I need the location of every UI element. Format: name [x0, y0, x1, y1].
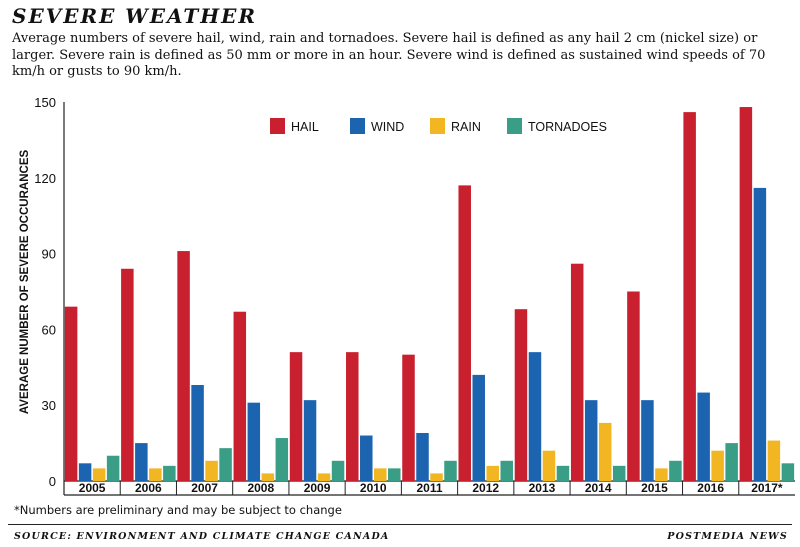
bar-rain-2012 [486, 465, 499, 481]
bar-tornadoes-2014 [612, 465, 626, 481]
x-tick-label: 2012 [472, 481, 499, 495]
y-tick-label: 90 [42, 247, 56, 262]
bar-tornadoes-2006 [163, 465, 176, 481]
y-axis-label-group: AVERAGE NUMBER OF SEVERE OCCURANCES [19, 150, 31, 415]
bar-wind-2011 [416, 432, 429, 481]
bar-chart: AVERAGE NUMBER OF SEVERE OCCURANCES 0 30 6… [19, 95, 795, 496]
bar-tornadoes-2007 [219, 448, 232, 481]
bar-wind-2016 [697, 392, 710, 481]
x-tick-label: 2009 [304, 481, 331, 495]
bar-rain-2007 [205, 460, 218, 481]
bar-wind-2013 [528, 352, 542, 481]
chart-title: SEVERE WEATHER [12, 4, 258, 28]
source-credit: SOURCE: ENVIRONMENT AND CLIMATE CHANGE C… [14, 531, 390, 542]
bar-wind-2009 [303, 400, 317, 481]
bar-hail-2005 [64, 306, 78, 481]
bar-hail-2008 [233, 311, 247, 481]
bar-wind-2015 [641, 400, 654, 481]
legend-label-wind: WIND [371, 120, 404, 134]
y-axis-label: AVERAGE NUMBER OF SEVERE OCCURANCES [19, 150, 31, 415]
x-tick-label: 2007 [191, 481, 218, 495]
legend-label-rain: RAIN [451, 120, 481, 134]
bar-wind-2014 [584, 400, 598, 481]
x-tick-label: 2017* [751, 481, 783, 495]
bar-hail-2017 [739, 107, 753, 482]
legend-swatch-wind [350, 118, 365, 134]
legend-swatch-tornadoes [507, 118, 522, 134]
bar-tornadoes-2009 [331, 460, 345, 481]
bar-wind-2017 [753, 187, 767, 481]
x-tick-label: 2008 [247, 481, 274, 495]
x-axis-ticks: 2005 2006 2007 2008 2009 2010 2011 2012 2013 2014… [79, 481, 783, 495]
bar-hail-2010 [346, 352, 359, 481]
bar-hail-2015 [627, 291, 640, 481]
chart-subtitle: Average numbers of severe hail, wind, ra… [12, 31, 766, 79]
bar-wind-2006 [135, 443, 148, 481]
bar-wind-2012 [472, 374, 485, 481]
bar-tornadoes-2008 [275, 438, 289, 481]
bar-hail-2012 [458, 185, 471, 481]
bar-rain-2006 [149, 468, 162, 481]
legend-swatch-hail [270, 118, 285, 134]
x-tick-label: 2006 [135, 481, 162, 495]
bar-tornadoes-2016 [725, 443, 738, 481]
legend: HAIL WIND RAIN TORNADOES [270, 118, 607, 134]
divider-line [8, 524, 792, 525]
bar-tornadoes-2005 [106, 455, 120, 481]
legend-swatch-rain [430, 118, 445, 134]
legend-label-hail: HAIL [291, 120, 319, 134]
bar-hail-2011 [402, 354, 415, 481]
y-tick-label: 30 [42, 398, 56, 413]
bar-tornadoes-2015 [669, 460, 682, 481]
bar-rain-2010 [374, 468, 387, 481]
y-tick-label: 120 [34, 171, 56, 186]
bar-hail-2007 [177, 251, 190, 481]
bar-series-group [64, 107, 795, 482]
bar-tornadoes-2012 [500, 460, 513, 481]
x-tick-label: 2015 [641, 481, 668, 495]
bar-tornadoes-2011 [444, 460, 457, 481]
x-tick-label: 2014 [585, 481, 612, 495]
bar-rain-2014 [598, 422, 612, 481]
bar-rain-2009 [317, 473, 331, 481]
y-tick-label: 60 [42, 322, 56, 337]
x-tick-label: 2005 [79, 481, 106, 495]
publisher-credit: POSTMEDIA NEWS [667, 531, 788, 542]
legend-label-tornadoes: TORNADOES [528, 120, 607, 134]
bar-hail-2009 [289, 352, 303, 481]
bar-rain-2005 [92, 468, 106, 481]
bar-rain-2011 [430, 473, 443, 481]
y-tick-label: 150 [34, 95, 56, 110]
bar-rain-2015 [655, 468, 668, 481]
bar-hail-2006 [121, 268, 134, 481]
bar-tornadoes-2013 [556, 465, 570, 481]
bar-tornadoes-2017 [781, 463, 795, 481]
bar-wind-2005 [78, 463, 92, 481]
x-tick-label: 2010 [360, 481, 387, 495]
bar-wind-2010 [360, 435, 373, 481]
x-tick-label: 2011 [416, 481, 442, 495]
bar-rain-2017 [767, 440, 781, 481]
bar-rain-2016 [711, 450, 724, 481]
bar-hail-2016 [683, 112, 696, 482]
x-tick-label: 2013 [529, 481, 556, 495]
bar-hail-2014 [570, 263, 584, 481]
bar-hail-2013 [514, 309, 528, 481]
bar-wind-2007 [191, 384, 204, 481]
bar-tornadoes-2010 [388, 468, 401, 481]
y-tick-label: 0 [49, 474, 56, 489]
bar-rain-2008 [261, 473, 275, 481]
bar-rain-2013 [542, 450, 556, 481]
x-tick-label: 2016 [697, 481, 724, 495]
footnote: *Numbers are preliminary and may be subj… [14, 503, 342, 517]
bar-wind-2008 [247, 402, 261, 481]
